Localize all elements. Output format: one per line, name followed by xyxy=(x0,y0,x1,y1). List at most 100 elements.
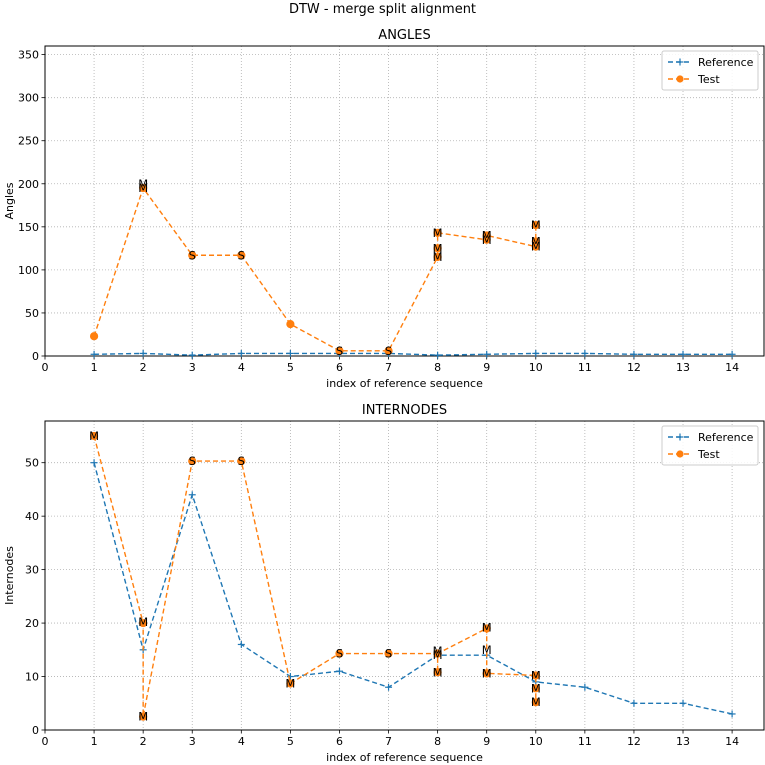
test-point xyxy=(482,669,491,678)
axes-frame xyxy=(44,45,765,357)
annotation-label: M xyxy=(482,666,492,680)
annotation-label: S xyxy=(336,647,343,661)
annotation-label: M xyxy=(482,228,492,242)
x-tick-label: 12 xyxy=(627,735,641,748)
x-tick-label: 10 xyxy=(529,361,543,374)
y-tick-label: 0 xyxy=(32,724,39,737)
x-tick-label: 7 xyxy=(385,361,392,374)
x-tick-label: 14 xyxy=(725,735,739,748)
series-line-test xyxy=(93,186,537,352)
test-point xyxy=(237,251,246,260)
test-point xyxy=(384,649,393,658)
annotation-label: M xyxy=(433,648,443,662)
reference-point xyxy=(188,351,196,359)
legend-label: Reference xyxy=(698,56,754,69)
reference-point xyxy=(679,350,687,358)
x-axis-label: index of reference sequence xyxy=(326,751,483,764)
legend-label: Reference xyxy=(698,431,754,444)
legend-marker xyxy=(676,450,684,458)
y-tick-label: 150 xyxy=(18,221,39,234)
annotation-label: M xyxy=(138,710,148,724)
x-tick-label: 8 xyxy=(434,361,441,374)
series-line-reference xyxy=(94,352,733,356)
legend-label: Test xyxy=(697,448,720,461)
x-tick-label: 13 xyxy=(676,735,690,748)
reference-point xyxy=(728,350,736,358)
y-tick-label: 250 xyxy=(18,135,39,148)
legend: Reference Test xyxy=(661,50,759,91)
angles-panel: 0 1 2 3 4 5 6 7 8 9 10 11 12 13 1405010015020025030035… xyxy=(3,28,765,390)
y-tick-label: 50 xyxy=(25,307,39,320)
y-tick-label: 10 xyxy=(25,671,39,684)
test-point xyxy=(531,684,540,693)
test-point xyxy=(531,237,540,246)
test-point xyxy=(433,252,442,262)
test-point xyxy=(482,624,491,633)
reference-point xyxy=(581,683,589,691)
annotation-label: M xyxy=(531,681,541,695)
x-tick-label: 3 xyxy=(189,361,196,374)
annotation-label: S xyxy=(189,248,196,262)
x-tick-label: 3 xyxy=(189,735,196,748)
annotation-label: S xyxy=(385,344,392,358)
x-tick-label: 9 xyxy=(483,735,490,748)
x-tick-label: 8 xyxy=(434,735,441,748)
y-tick-label: 30 xyxy=(25,564,39,577)
reference-point xyxy=(188,491,196,499)
x-tick-label: 11 xyxy=(578,361,592,374)
annotation-label: M xyxy=(531,695,541,709)
annotation-label: M xyxy=(482,620,492,634)
test-point xyxy=(286,320,295,329)
x-tick-label: 13 xyxy=(676,361,690,374)
annotation-label: M xyxy=(285,676,295,690)
x-tick-label: 0 xyxy=(42,735,49,748)
annotation-label: S xyxy=(385,647,392,661)
annotation-label: M xyxy=(138,177,148,191)
test-point xyxy=(237,456,246,466)
test-point xyxy=(335,346,344,355)
x-tick-label: 5 xyxy=(287,735,294,748)
x-tick-label: 2 xyxy=(140,361,147,374)
test-point xyxy=(286,679,295,688)
test-point xyxy=(531,221,540,230)
test-point xyxy=(384,346,393,355)
reference-point xyxy=(679,699,687,707)
y-tick-label: 350 xyxy=(18,49,39,62)
reference-point xyxy=(581,349,589,357)
x-axis-label: index of reference sequence xyxy=(326,377,483,390)
reference-point xyxy=(90,350,98,358)
x-tick-label: 1 xyxy=(91,735,98,748)
reference-point xyxy=(237,349,245,357)
test-point xyxy=(482,231,491,240)
annotation-label: M xyxy=(433,665,443,679)
test-point xyxy=(531,698,540,707)
test-point xyxy=(188,456,197,466)
internodes-panel: 0 1 2 3 4 5 6 7 8 9 10 11 12 13 1401020304050INTERNODE… xyxy=(3,403,765,764)
test-point xyxy=(433,649,442,658)
y-axis-label: Internodes xyxy=(3,546,16,605)
annotation-label: M xyxy=(138,181,148,195)
legend: Reference Test xyxy=(661,425,759,466)
test-point xyxy=(335,649,344,658)
reference-point xyxy=(237,640,245,648)
test-point xyxy=(433,228,442,237)
figure-suptitle: DTW - merge split alignment xyxy=(289,2,476,17)
axes-frame xyxy=(44,420,765,731)
annotation-label: M xyxy=(482,233,492,247)
y-tick-label: 50 xyxy=(25,457,39,470)
annotation-label: M xyxy=(482,643,492,657)
x-tick-label: 6 xyxy=(336,735,343,748)
annotation-label: M xyxy=(531,668,541,682)
x-tick-label: 11 xyxy=(578,735,592,748)
annotation-label: M xyxy=(531,218,541,232)
annotation-label: S xyxy=(336,344,343,358)
reference-point xyxy=(90,459,98,467)
reference-point xyxy=(385,683,393,691)
x-tick-label: 10 xyxy=(529,735,543,748)
annotation-label: M xyxy=(433,226,443,240)
test-point xyxy=(188,251,197,260)
annotation-label: M xyxy=(89,429,99,443)
y-tick-label: 200 xyxy=(18,178,39,191)
x-tick-label: 7 xyxy=(385,735,392,748)
annotation-label: M xyxy=(433,250,443,264)
